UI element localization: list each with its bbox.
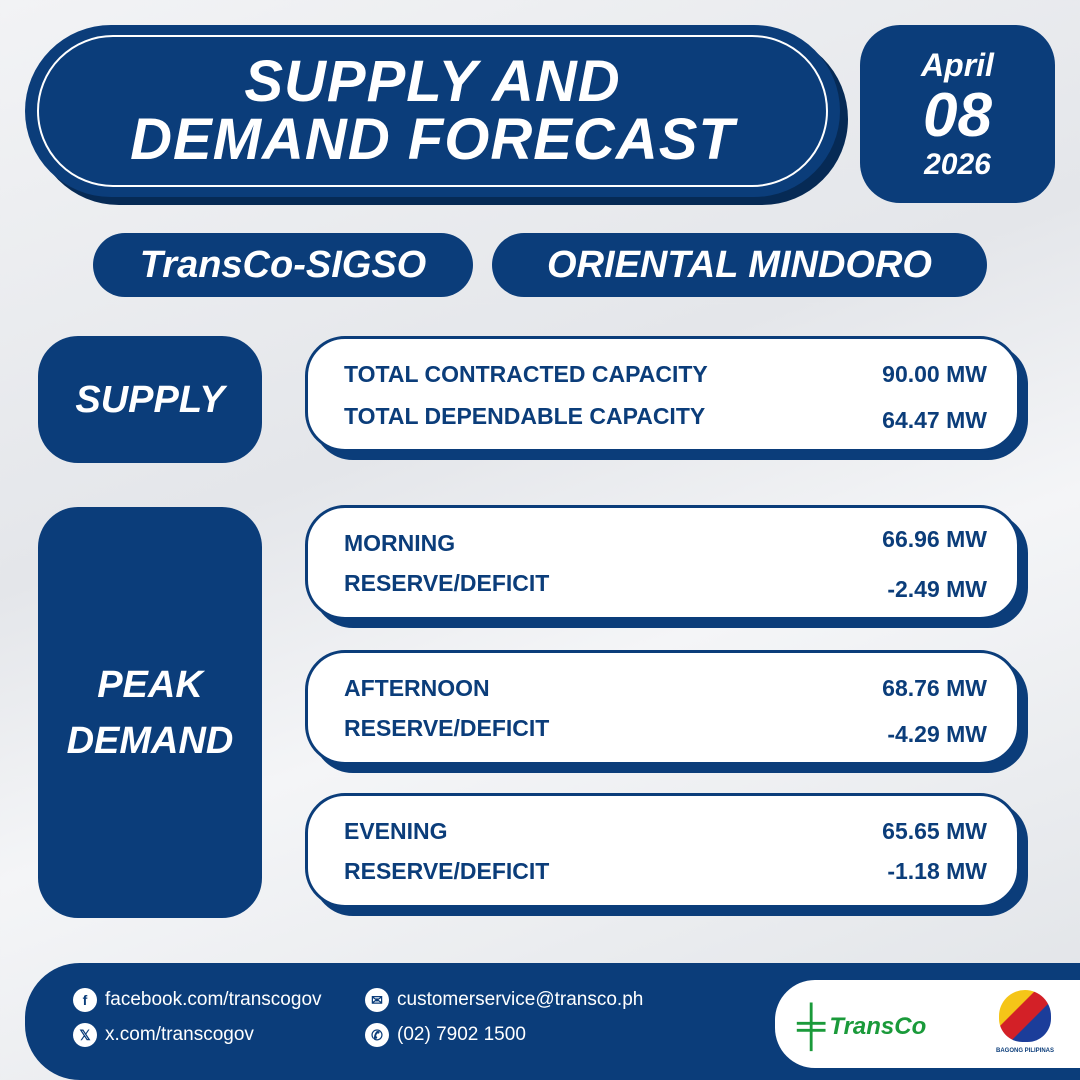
evening-card: EVENING 65.65 MW RESERVE/DEFICIT -1.18 MW: [305, 793, 1020, 908]
office-tag: TransCo-SIGSO: [93, 233, 473, 297]
mail-icon: ✉: [365, 988, 389, 1012]
peak-label-line1: PEAK: [97, 663, 203, 706]
date-month: April: [921, 46, 994, 83]
facebook-link[interactable]: f facebook.com/transcogov: [73, 988, 322, 1012]
reserve-label: RESERVE/DEFICIT: [344, 570, 550, 596]
x-icon: 𝕏: [73, 1023, 97, 1047]
date-box: April 08 2026: [860, 25, 1055, 203]
phone-icon: ✆: [365, 1023, 389, 1047]
period-label: EVENING: [344, 818, 448, 844]
province-tag: ORIENTAL MINDORO: [492, 233, 987, 297]
title-line2: DEMAND FORECAST: [130, 107, 735, 172]
date-year: 2026: [924, 147, 991, 181]
x-text: x.com/transcogov: [105, 1024, 254, 1045]
demand-value: 68.76 MW: [882, 675, 987, 701]
contracted-label: TOTAL CONTRACTED CAPACITY: [344, 361, 708, 387]
dependable-label: TOTAL DEPENDABLE CAPACITY: [344, 403, 706, 429]
supply-card: TOTAL CONTRACTED CAPACITY 90.00 MW TOTAL …: [305, 336, 1020, 452]
date-day: 08: [923, 80, 992, 150]
bagong-pilipinas-logo: BAGONG PILIPINAS: [990, 990, 1060, 1054]
phone-text: (02) 7902 1500: [397, 1024, 526, 1045]
period-label: MORNING: [344, 530, 456, 556]
title-banner: SUPPLY AND DEMAND FORECAST: [25, 25, 840, 197]
transco-logo-text: TransCo: [829, 1012, 927, 1040]
reserve-value: -2.49 MW: [887, 576, 987, 602]
period-label: AFTERNOON: [344, 675, 490, 701]
email-link[interactable]: ✉ customerservice@transco.ph: [365, 988, 643, 1012]
reserve-label: RESERVE/DEFICIT: [344, 715, 550, 741]
transco-logo: ╪ TransCo: [797, 1004, 926, 1049]
facebook-text: facebook.com/transcogov: [105, 989, 322, 1010]
facebook-icon: f: [73, 988, 97, 1012]
contracted-value: 90.00 MW: [882, 361, 987, 387]
transmission-tower-icon: ╪: [797, 1004, 826, 1048]
title-line1: SUPPLY AND: [244, 49, 621, 114]
supply-label: SUPPLY: [38, 336, 262, 463]
email-text: customerservice@transco.ph: [397, 989, 644, 1010]
morning-card: MORNING 66.96 MW RESERVE/DEFICIT -2.49 MW: [305, 505, 1020, 620]
afternoon-card: AFTERNOON 68.76 MW RESERVE/DEFICIT -4.29 M…: [305, 650, 1020, 765]
dependable-value: 64.47 MW: [882, 407, 987, 433]
demand-value: 66.96 MW: [882, 526, 987, 552]
bp-text: BAGONG PILIPINAS: [995, 1048, 1054, 1054]
reserve-label: RESERVE/DEFICIT: [344, 858, 550, 884]
logo-area: ╪ TransCo BAGONG PILIPINAS: [775, 980, 1080, 1068]
peak-label-line2: DEMAND: [66, 719, 234, 762]
peak-demand-label: PEAK DEMAND: [38, 507, 262, 918]
demand-value: 65.65 MW: [882, 818, 987, 844]
reserve-value: -1.18 MW: [887, 858, 987, 884]
phone-link[interactable]: ✆ (02) 7902 1500: [365, 1023, 526, 1047]
reserve-value: -4.29 MW: [887, 721, 987, 747]
seal-icon: [999, 990, 1051, 1042]
